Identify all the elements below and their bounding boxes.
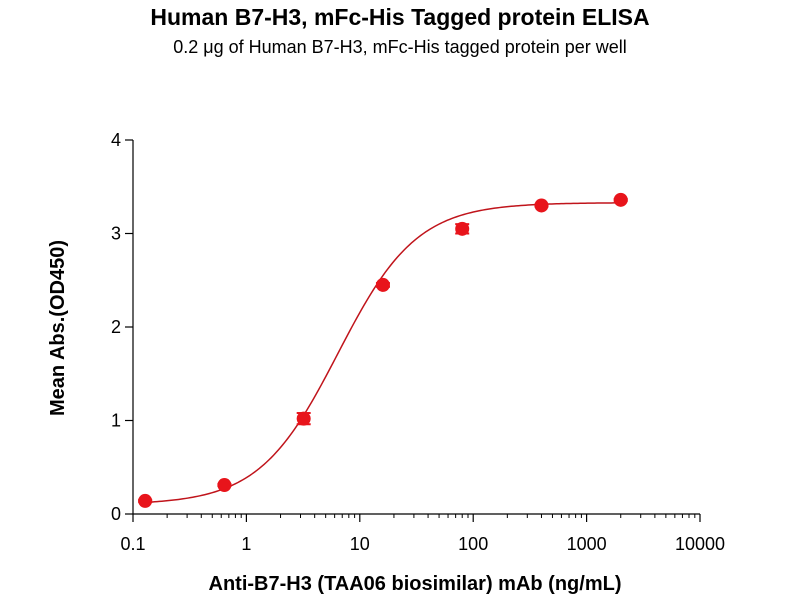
x-tick-label: 10	[350, 534, 370, 554]
data-point	[296, 411, 311, 426]
data-point	[375, 277, 390, 292]
x-tick-label: 1000	[567, 534, 607, 554]
y-tick-label: 0	[111, 504, 121, 524]
axes: 0 1 2 3 4 0.1 1 10 100 1000 10000	[111, 130, 725, 554]
fit-curve-layer	[145, 202, 621, 504]
x-tick-label: 0.1	[120, 534, 145, 554]
point-marker	[217, 478, 232, 493]
data-point	[217, 478, 232, 493]
point-marker	[296, 411, 311, 426]
x-tick-label: 1	[241, 534, 251, 554]
data-point	[455, 221, 470, 236]
point-marker	[613, 192, 628, 207]
fit-curve	[145, 202, 621, 504]
point-marker	[375, 277, 390, 292]
y-tick-label: 3	[111, 224, 121, 244]
chart-subtitle: 0.2 μg of Human B7-H3, mFc-His tagged pr…	[173, 37, 627, 57]
x-tick-label: 100	[458, 534, 488, 554]
y-tick-label: 4	[111, 130, 121, 150]
data-points-layer	[138, 192, 628, 508]
y-axis-title: Mean Abs.(OD450)	[47, 240, 69, 416]
point-marker	[534, 198, 549, 213]
chart-title: Human B7-H3, mFc-His Tagged protein ELIS…	[150, 4, 650, 30]
data-point	[138, 493, 153, 508]
data-point	[534, 198, 549, 213]
point-marker	[455, 221, 470, 236]
x-tick-label: 10000	[675, 534, 725, 554]
y-tick-label: 1	[111, 411, 121, 431]
x-axis-title: Anti-B7-H3 (TAA06 biosimilar) mAb (ng/mL…	[209, 573, 622, 595]
data-point	[613, 192, 628, 207]
y-tick-label: 2	[111, 317, 121, 337]
point-marker	[138, 493, 153, 508]
